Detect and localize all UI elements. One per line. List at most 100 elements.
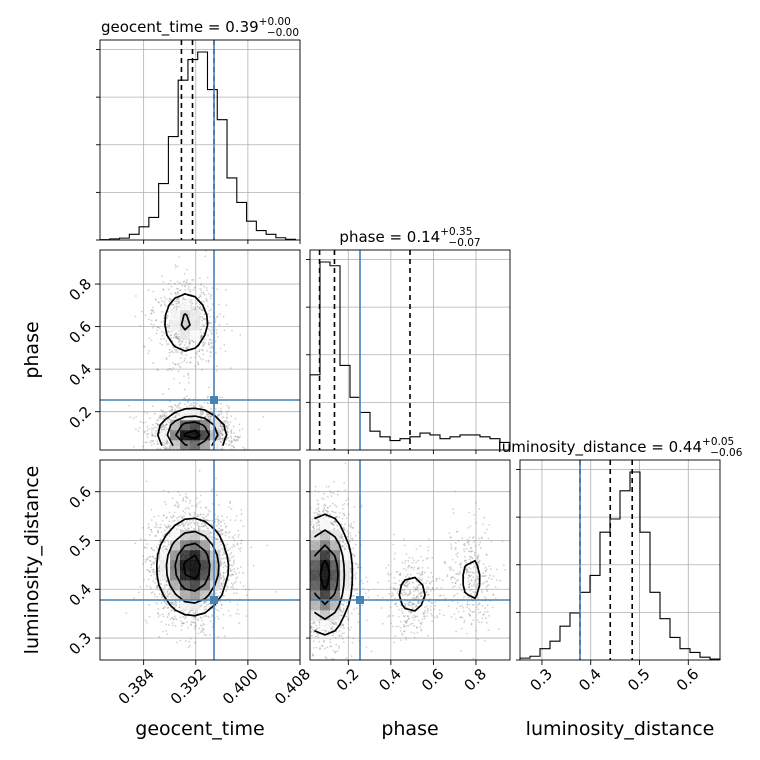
scatter-point (141, 563, 144, 565)
scatter-point (161, 423, 164, 426)
scatter-point (177, 330, 180, 333)
scatter-point (224, 635, 226, 638)
scatter-point (162, 615, 165, 618)
scatter-point (203, 522, 206, 525)
scatter-point (157, 531, 160, 534)
scatter-point (147, 352, 150, 355)
scatter-point (165, 454, 167, 456)
scatter-point (150, 339, 153, 342)
scatter-point (162, 607, 165, 610)
scatter-point (184, 527, 186, 530)
scatter-point (230, 457, 232, 459)
scatter-point (208, 343, 211, 346)
scatter-point (169, 601, 172, 604)
scatter-point (173, 610, 176, 613)
scatter-point (149, 585, 152, 588)
scatter-point (176, 528, 178, 531)
scatter-point (189, 289, 192, 292)
scatter-point (216, 517, 219, 520)
scatter-point (222, 437, 225, 440)
scatter-point (179, 450, 181, 452)
scatter-point (224, 557, 227, 559)
scatter-point (238, 547, 240, 550)
scatter-point (188, 341, 191, 344)
scatter-point (236, 542, 239, 545)
scatter-point (230, 564, 232, 567)
scatter-point (150, 563, 153, 566)
scatter-point (183, 343, 186, 346)
scatter-point (216, 534, 219, 537)
scatter-point (190, 304, 193, 307)
scatter-point (188, 286, 190, 288)
scatter-point (188, 343, 191, 346)
scatter-point (186, 268, 189, 271)
scatter-point (169, 331, 171, 334)
scatter-point (188, 342, 191, 345)
scatter-point (143, 431, 146, 434)
scatter-point (150, 427, 153, 430)
scatter-point (210, 593, 213, 596)
scatter-point (182, 281, 185, 283)
scatter-point (178, 365, 181, 368)
scatter-point (201, 334, 203, 337)
scatter-point (230, 437, 233, 440)
scatter-point (167, 442, 170, 445)
scatter-point (143, 345, 145, 348)
scatter-point (215, 592, 217, 594)
scatter-point (200, 368, 203, 371)
panel-title-geocent_time: geocent_time = 0.39+0.00 −0.00 (101, 16, 299, 39)
scatter-point (230, 552, 233, 554)
scatter-point (177, 504, 180, 506)
scatter-point (229, 440, 232, 443)
scatter-point (221, 438, 224, 441)
scatter-point (204, 452, 206, 454)
scatter-point (152, 324, 155, 327)
scatter-point (209, 410, 212, 413)
scatter-point (216, 288, 219, 291)
scatter-point (182, 522, 184, 525)
scatter-point (171, 461, 173, 463)
scatter-point (150, 323, 153, 325)
scatter-point (199, 624, 202, 627)
scatter-point (179, 454, 181, 456)
density-cell (190, 430, 201, 441)
scatter-point (147, 433, 150, 435)
scatter-point (186, 347, 189, 350)
scatter-point (166, 527, 169, 530)
scatter-point (218, 323, 221, 326)
scatter-point (207, 321, 210, 324)
scatter-point (149, 571, 152, 574)
scatter-point (188, 453, 190, 455)
scatter-point (193, 286, 196, 289)
scatter-point (211, 488, 214, 491)
scatter-point (228, 536, 231, 539)
scatter-point (134, 542, 137, 545)
scatter-point (230, 573, 233, 576)
scatter-point (152, 362, 155, 364)
scatter-point (233, 570, 236, 573)
scatter-point (142, 445, 144, 448)
scatter-point (150, 547, 153, 550)
density-cell (190, 310, 201, 321)
scatter-point (215, 352, 217, 354)
scatter-point (151, 591, 154, 594)
scatter-point (168, 352, 171, 354)
scatter-point (157, 457, 159, 459)
scatter-point (232, 583, 234, 586)
scatter-point (172, 362, 174, 364)
scatter-point (141, 555, 144, 558)
scatter-point (178, 297, 181, 299)
scatter-point (144, 547, 146, 549)
scatter-point (154, 453, 156, 455)
scatter-point (160, 455, 162, 457)
scatter-point (157, 424, 160, 427)
scatter-point (143, 430, 146, 433)
scatter-point (155, 545, 158, 548)
scatter-point (220, 402, 222, 405)
scatter-point (206, 454, 208, 456)
scatter-point (145, 433, 148, 436)
scatter-point (236, 567, 239, 570)
scatter-point (172, 520, 175, 523)
scatter-point (165, 548, 168, 550)
scatter-point (222, 566, 225, 569)
